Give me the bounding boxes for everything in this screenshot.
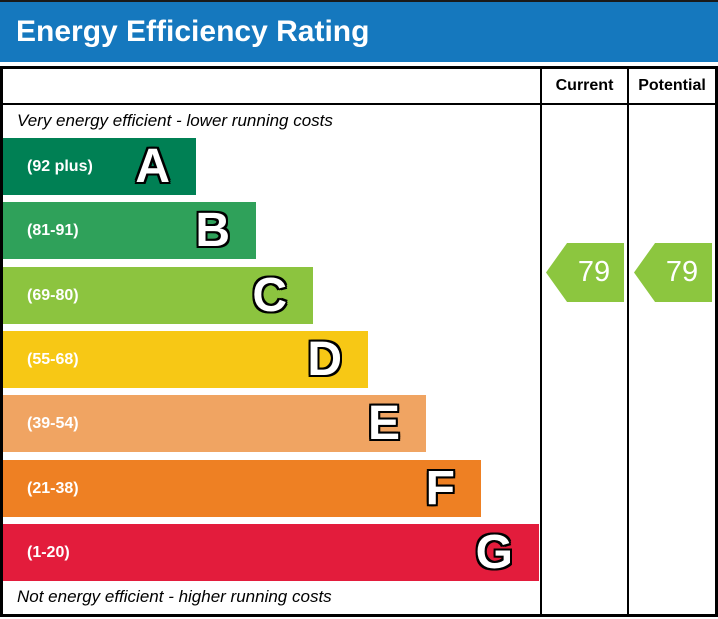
band-letter: A bbox=[135, 140, 170, 193]
top-note: Very energy efficient - lower running co… bbox=[17, 111, 333, 130]
potential-rating-arrow: 79 bbox=[634, 243, 712, 302]
band-F: (21-38) F bbox=[3, 460, 481, 517]
band-B: (81-91) B bbox=[3, 202, 256, 259]
band-range-label: (92 plus) bbox=[27, 157, 93, 175]
band-G: (1-20) G bbox=[3, 524, 539, 581]
title-bar: Energy Efficiency Rating bbox=[0, 0, 718, 62]
current-rating-arrow: 79 bbox=[546, 243, 624, 302]
band-letter: B bbox=[195, 204, 230, 257]
potential-column-divider bbox=[627, 69, 629, 614]
band-C: (69-80) C bbox=[3, 267, 313, 324]
band-A: (92 plus) A bbox=[3, 138, 196, 195]
band-letter: F bbox=[425, 462, 455, 515]
header-divider bbox=[3, 103, 715, 105]
band-range-label: (21-38) bbox=[27, 479, 79, 497]
potential-rating-value: 79 bbox=[665, 256, 699, 288]
band-range-label: (55-68) bbox=[27, 350, 79, 368]
band-D: (55-68) D bbox=[3, 331, 368, 388]
page-title: Energy Efficiency Rating bbox=[16, 15, 370, 48]
current-column-divider bbox=[540, 69, 542, 614]
band-range-label: (1-20) bbox=[27, 543, 70, 561]
potential-column-header: Potential bbox=[638, 77, 706, 94]
band-letter: C bbox=[252, 269, 287, 322]
bottom-note: Not energy efficient - higher running co… bbox=[17, 587, 332, 606]
band-range-label: (81-91) bbox=[27, 221, 79, 239]
band-range-label: (69-80) bbox=[27, 286, 79, 304]
current-rating-value: 79 bbox=[577, 256, 611, 288]
band-range-label: (39-54) bbox=[27, 414, 79, 432]
band-E: (39-54) E bbox=[3, 395, 426, 452]
band-letter: E bbox=[367, 397, 400, 450]
band-letter: D bbox=[307, 333, 342, 386]
current-column-header: Current bbox=[555, 77, 614, 94]
energy-efficiency-chart: Current Potential Very energy efficient … bbox=[0, 66, 718, 617]
band-letter: G bbox=[475, 526, 513, 579]
